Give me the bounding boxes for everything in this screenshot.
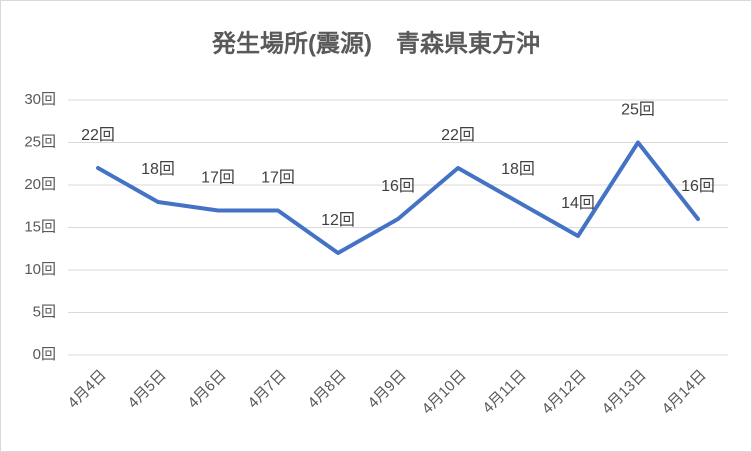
line-series	[96, 140, 700, 255]
chart-title: 発生場所(震源) 青森県東方沖	[211, 29, 540, 57]
data-label: 25回	[621, 102, 655, 119]
data-label: 14回	[561, 195, 595, 212]
data-label: 16回	[681, 178, 715, 195]
data-label: 17回	[261, 170, 295, 187]
data-label: 18回	[141, 161, 175, 178]
y-tick-label: 10回	[24, 261, 56, 278]
data-label: 22回	[441, 127, 475, 144]
y-tick-label: 15回	[24, 218, 56, 235]
y-tick-label: 0回	[33, 346, 56, 363]
data-label: 12回	[321, 212, 355, 229]
data-label: 22回	[81, 127, 115, 144]
data-label: 16回	[381, 178, 415, 195]
data-label: 18回	[501, 161, 535, 178]
y-tick-label: 25回	[24, 133, 56, 150]
y-tick-label: 5回	[33, 303, 56, 320]
y-tick-label: 20回	[24, 176, 56, 193]
y-tick-label: 30回	[24, 91, 56, 108]
data-label: 17回	[201, 170, 235, 187]
